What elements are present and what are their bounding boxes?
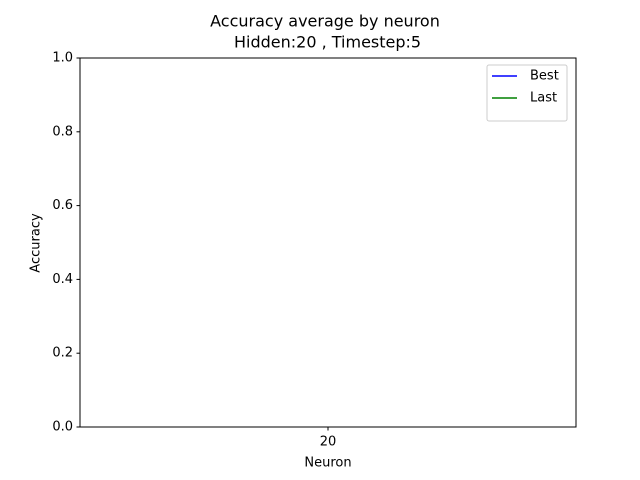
y-axis-label: Accuracy xyxy=(29,213,44,273)
y-tick-label: 0.0 xyxy=(52,420,73,435)
y-tick-label: 1.0 xyxy=(52,51,73,66)
y-tick-label: 0.2 xyxy=(52,346,73,361)
legend-box xyxy=(486,64,568,122)
y-tick-label: 0.6 xyxy=(52,198,73,213)
chart-title: Accuracy average by neuron xyxy=(210,12,440,31)
legend-label: Best xyxy=(530,69,559,84)
y-tick-label: 0.4 xyxy=(52,272,73,287)
y-tick-label: 0.8 xyxy=(52,124,73,139)
chart-subtitle: Hidden:20 , Timestep:5 xyxy=(229,33,421,52)
x-tick-label: 20 xyxy=(320,435,337,450)
x-axis-label: Neuron xyxy=(304,456,351,471)
legend-label: Last xyxy=(530,91,557,106)
